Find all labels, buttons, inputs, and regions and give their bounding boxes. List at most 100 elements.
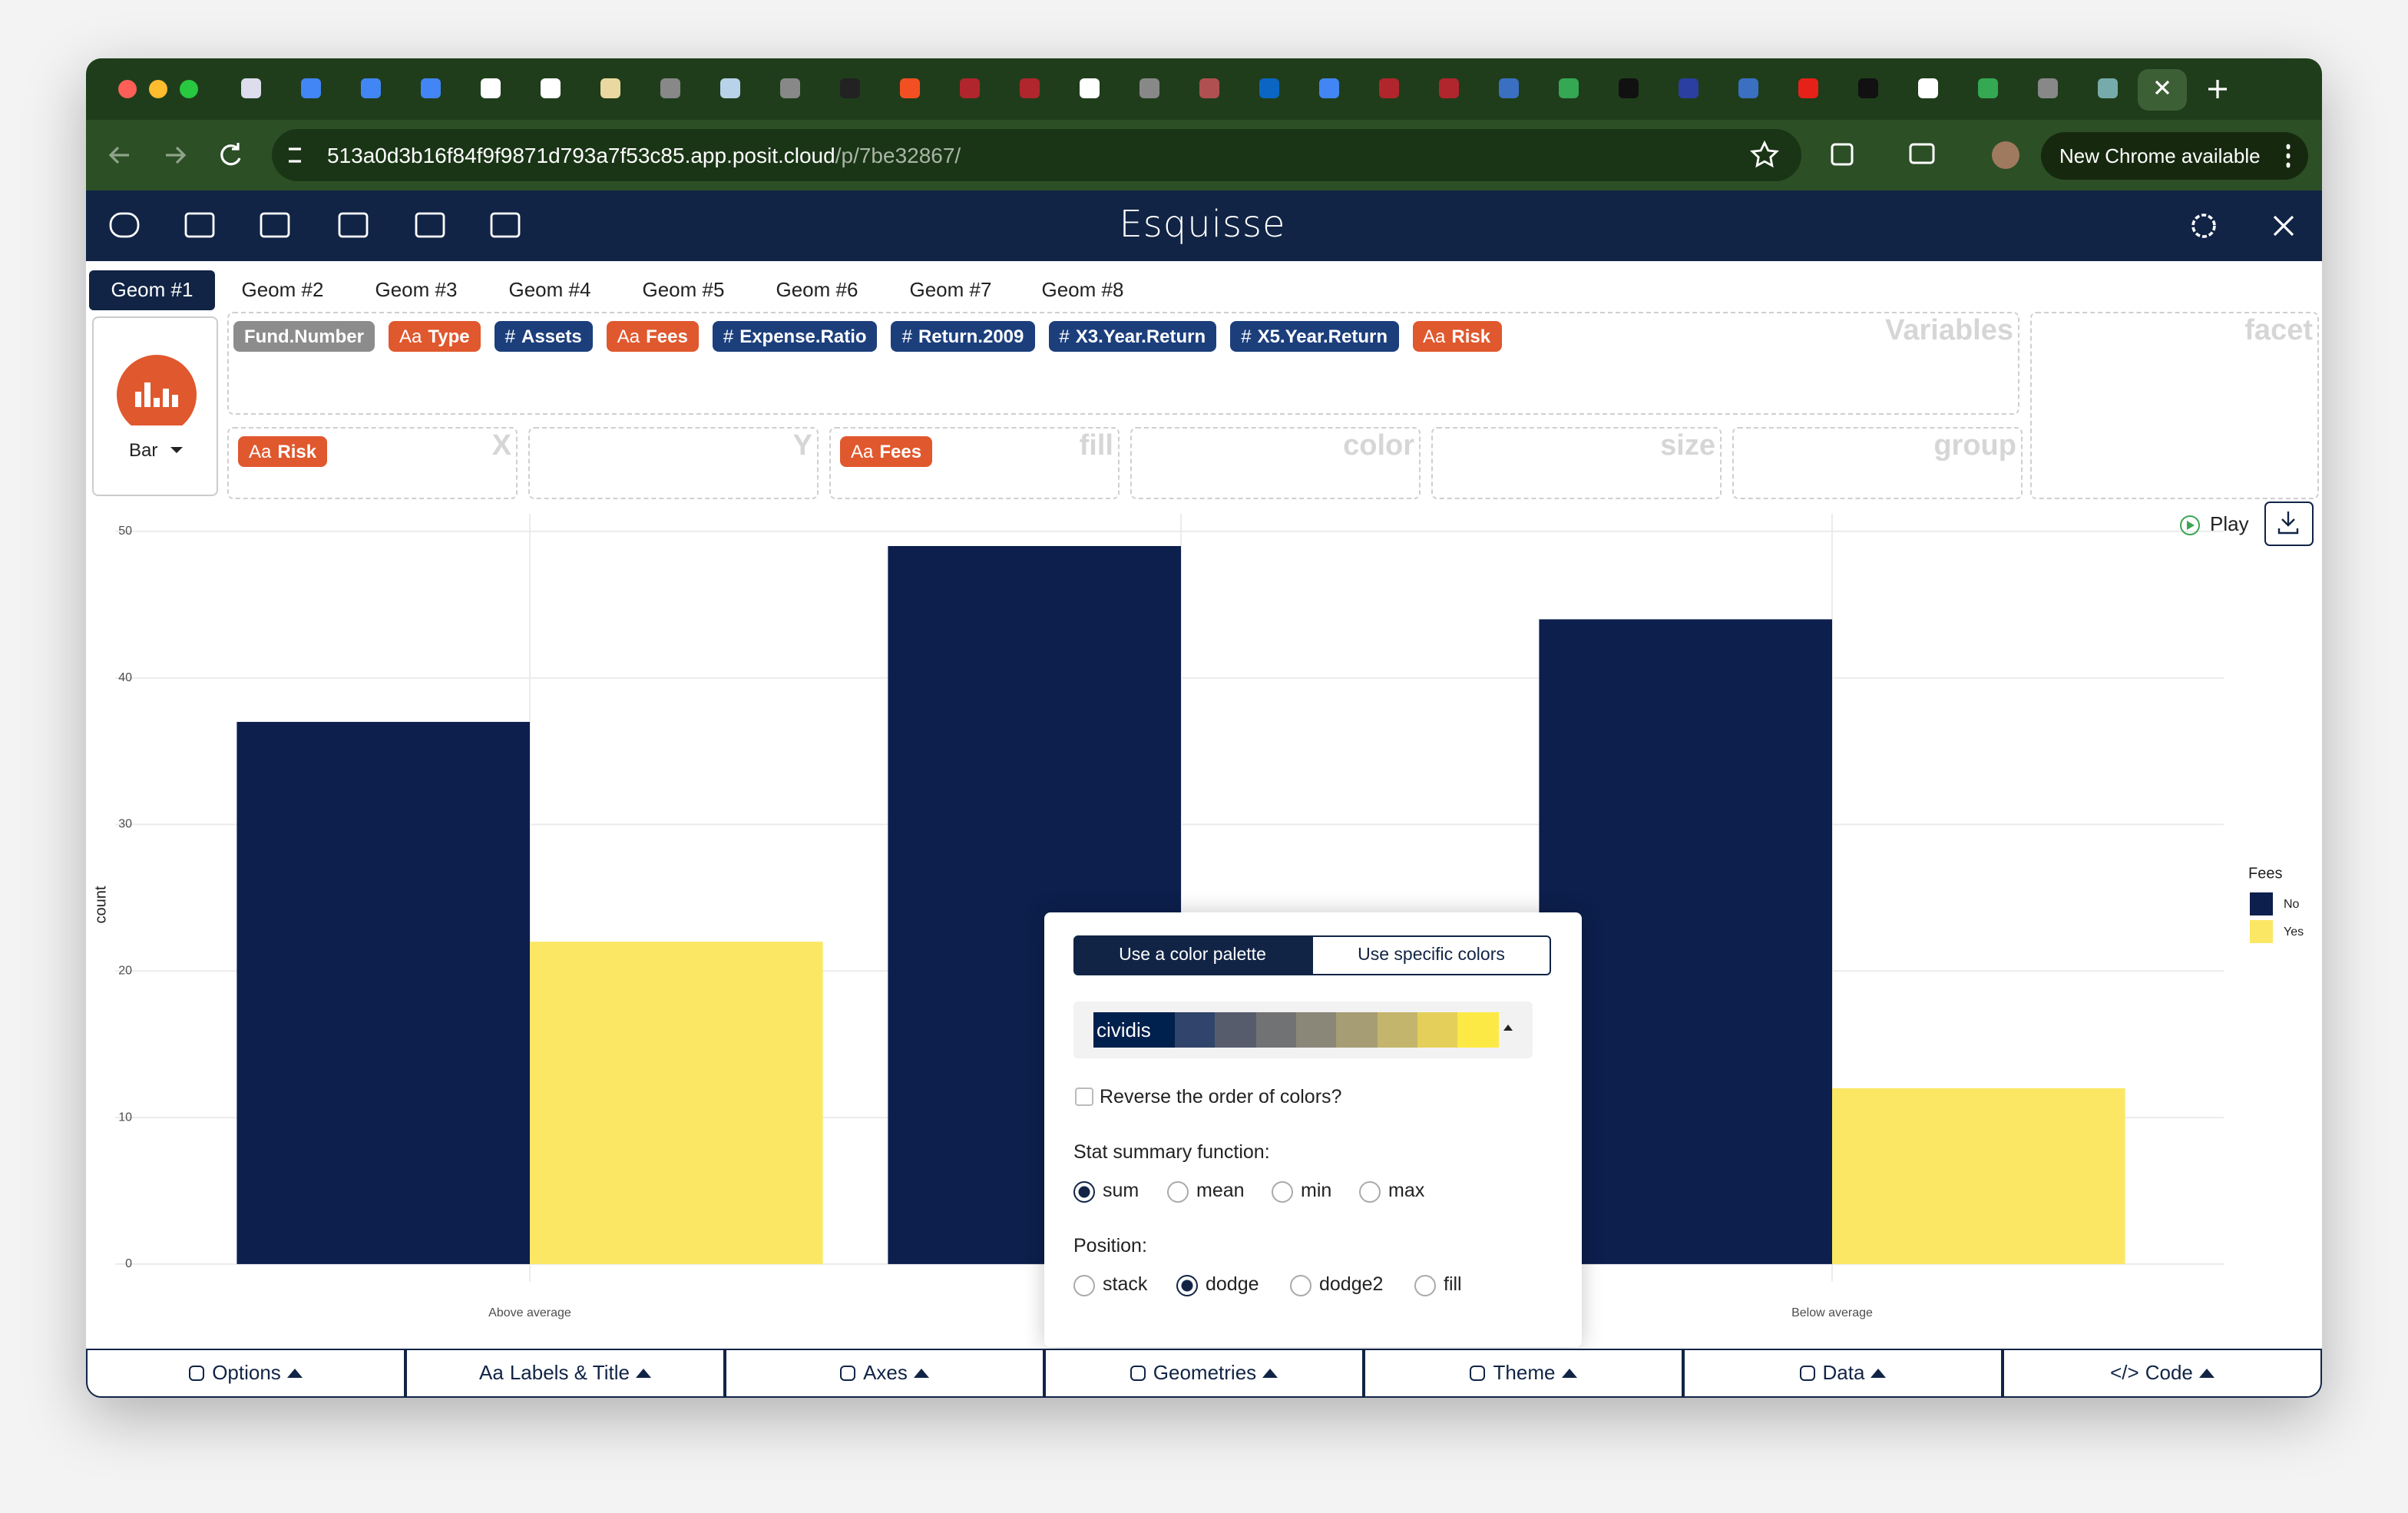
toolbar-icon[interactable] [109, 212, 140, 238]
radio[interactable] [1073, 1181, 1095, 1203]
drop-zone[interactable]: Y [528, 427, 819, 499]
geom-tab[interactable]: Geom #7 [909, 278, 992, 301]
site-settings-icon[interactable] [289, 147, 301, 163]
toolbar-icon[interactable] [338, 212, 369, 238]
variable-badge[interactable]: Aa Risk [1412, 321, 1502, 352]
tab-favicon[interactable] [780, 78, 800, 98]
tab-favicon[interactable] [1559, 78, 1579, 98]
tab-favicon[interactable] [840, 78, 860, 98]
tab-favicon[interactable] [1080, 78, 1100, 98]
window-button[interactable] [118, 80, 137, 98]
lens-icon[interactable] [1909, 143, 1935, 164]
tab-favicon[interactable] [1259, 78, 1279, 98]
menu-button[interactable]: Theme [1364, 1349, 1683, 1398]
legend-key[interactable] [2250, 892, 2273, 915]
radio[interactable] [1176, 1275, 1198, 1296]
window-button[interactable] [180, 80, 198, 98]
url-box[interactable] [272, 129, 1801, 181]
tab-favicon[interactable] [241, 78, 261, 98]
radio-label[interactable]: sum [1103, 1180, 1140, 1201]
geom-tab[interactable]: Geom #4 [508, 278, 591, 301]
tab-favicon[interactable] [1679, 78, 1698, 98]
radio[interactable] [1290, 1275, 1312, 1296]
bar[interactable] [530, 942, 823, 1264]
tab-favicon[interactable] [1020, 78, 1040, 98]
menu-button[interactable]: Options [86, 1349, 405, 1398]
back-icon[interactable] [108, 146, 129, 164]
tab-favicon[interactable] [1918, 78, 1938, 98]
radio[interactable] [1073, 1275, 1095, 1296]
geom-tab[interactable]: Geom #2 [241, 278, 324, 301]
radio-label[interactable]: fill [1444, 1273, 1462, 1295]
bar[interactable] [237, 721, 530, 1264]
tab-favicon[interactable] [1140, 78, 1159, 98]
tab-favicon[interactable] [1379, 78, 1399, 98]
radio[interactable] [1167, 1181, 1189, 1203]
tab-favicon[interactable] [2098, 78, 2118, 98]
tab-favicon[interactable] [361, 78, 381, 98]
radio-label[interactable]: dodge2 [1319, 1273, 1384, 1295]
close-app-icon[interactable] [2273, 215, 2294, 237]
drop-zone[interactable]: group [1732, 427, 2023, 499]
window-button[interactable] [149, 80, 167, 98]
tab-favicon[interactable] [1499, 78, 1519, 98]
variable-badge[interactable]: # X3.Year.Return [1048, 321, 1217, 352]
geom-tab[interactable]: Geom #1 [89, 270, 215, 310]
toolbar-icon[interactable] [260, 212, 290, 238]
play-label[interactable]: Play [2210, 512, 2249, 535]
tab-favicon[interactable] [600, 78, 620, 98]
geom-tab[interactable]: Geom #3 [375, 278, 458, 301]
tab-favicon[interactable] [660, 78, 680, 98]
reload-icon[interactable] [220, 143, 241, 166]
facet-box[interactable]: facet [2030, 312, 2319, 499]
tab-favicon[interactable] [481, 78, 501, 98]
menu-button[interactable]: Geometries [1044, 1349, 1364, 1398]
toolbar-icon[interactable] [184, 212, 215, 238]
menu-button[interactable]: Axes [725, 1349, 1044, 1398]
tab-favicon[interactable] [1199, 78, 1219, 98]
extensions-icon[interactable] [1831, 143, 1854, 166]
drop-zone[interactable]: color [1130, 427, 1421, 499]
checkbox[interactable] [1075, 1088, 1093, 1106]
menu-button[interactable]: </> Code [2003, 1349, 2322, 1398]
variable-badge[interactable]: # Assets [494, 321, 593, 352]
variable-badge[interactable]: # Return.2009 [891, 321, 1035, 352]
avatar[interactable] [1992, 141, 2019, 169]
tab-favicon[interactable] [720, 78, 740, 98]
variable-badge[interactable]: # Expense.Ratio [712, 321, 878, 352]
palette-tab[interactable]: Use specific colors [1312, 935, 1551, 975]
toolbar-icon[interactable] [415, 212, 445, 238]
menu-button[interactable]: Data [1683, 1349, 2003, 1398]
tab-favicon[interactable] [301, 78, 321, 98]
drop-zone[interactable]: Aa Fees fill [829, 427, 1120, 499]
variable-badge[interactable]: # X5.Year.Return [1230, 321, 1398, 352]
tab-favicon[interactable] [1858, 78, 1878, 98]
tab-favicon[interactable] [960, 78, 980, 98]
update-button[interactable]: New Chrome available [2041, 132, 2308, 180]
bar[interactable] [1832, 1088, 2125, 1264]
new-tab-icon[interactable] [2208, 80, 2227, 98]
geom-tab[interactable]: Geom #8 [1041, 278, 1124, 301]
settings-icon[interactable] [2191, 214, 2216, 238]
tab-favicon[interactable] [541, 78, 561, 98]
variable-badge[interactable]: Aa Risk [238, 436, 328, 467]
geom-selector[interactable]: Bar [92, 316, 218, 496]
radio-label[interactable]: stack [1103, 1273, 1148, 1295]
active-tab[interactable] [2138, 69, 2187, 111]
tab-favicon[interactable] [1619, 78, 1639, 98]
variable-badge[interactable]: Fund.Number [233, 321, 375, 352]
legend-key[interactable] [2250, 920, 2273, 943]
menu-button[interactable]: Aa Labels & Title [405, 1349, 725, 1398]
radio-label[interactable]: dodge [1206, 1273, 1259, 1295]
tab-favicon[interactable] [1319, 78, 1339, 98]
tab-favicon[interactable] [1798, 78, 1818, 98]
geom-tab[interactable]: Geom #6 [776, 278, 858, 301]
bar[interactable] [1539, 619, 1832, 1264]
drop-zone[interactable]: size [1431, 427, 1722, 499]
tab-favicon[interactable] [1738, 78, 1758, 98]
tab-favicon[interactable] [1978, 78, 1998, 98]
radio[interactable] [1272, 1181, 1293, 1203]
variable-badge[interactable]: Aa Fees [606, 321, 699, 352]
tab-favicon[interactable] [900, 78, 920, 98]
radio[interactable] [1414, 1275, 1436, 1296]
